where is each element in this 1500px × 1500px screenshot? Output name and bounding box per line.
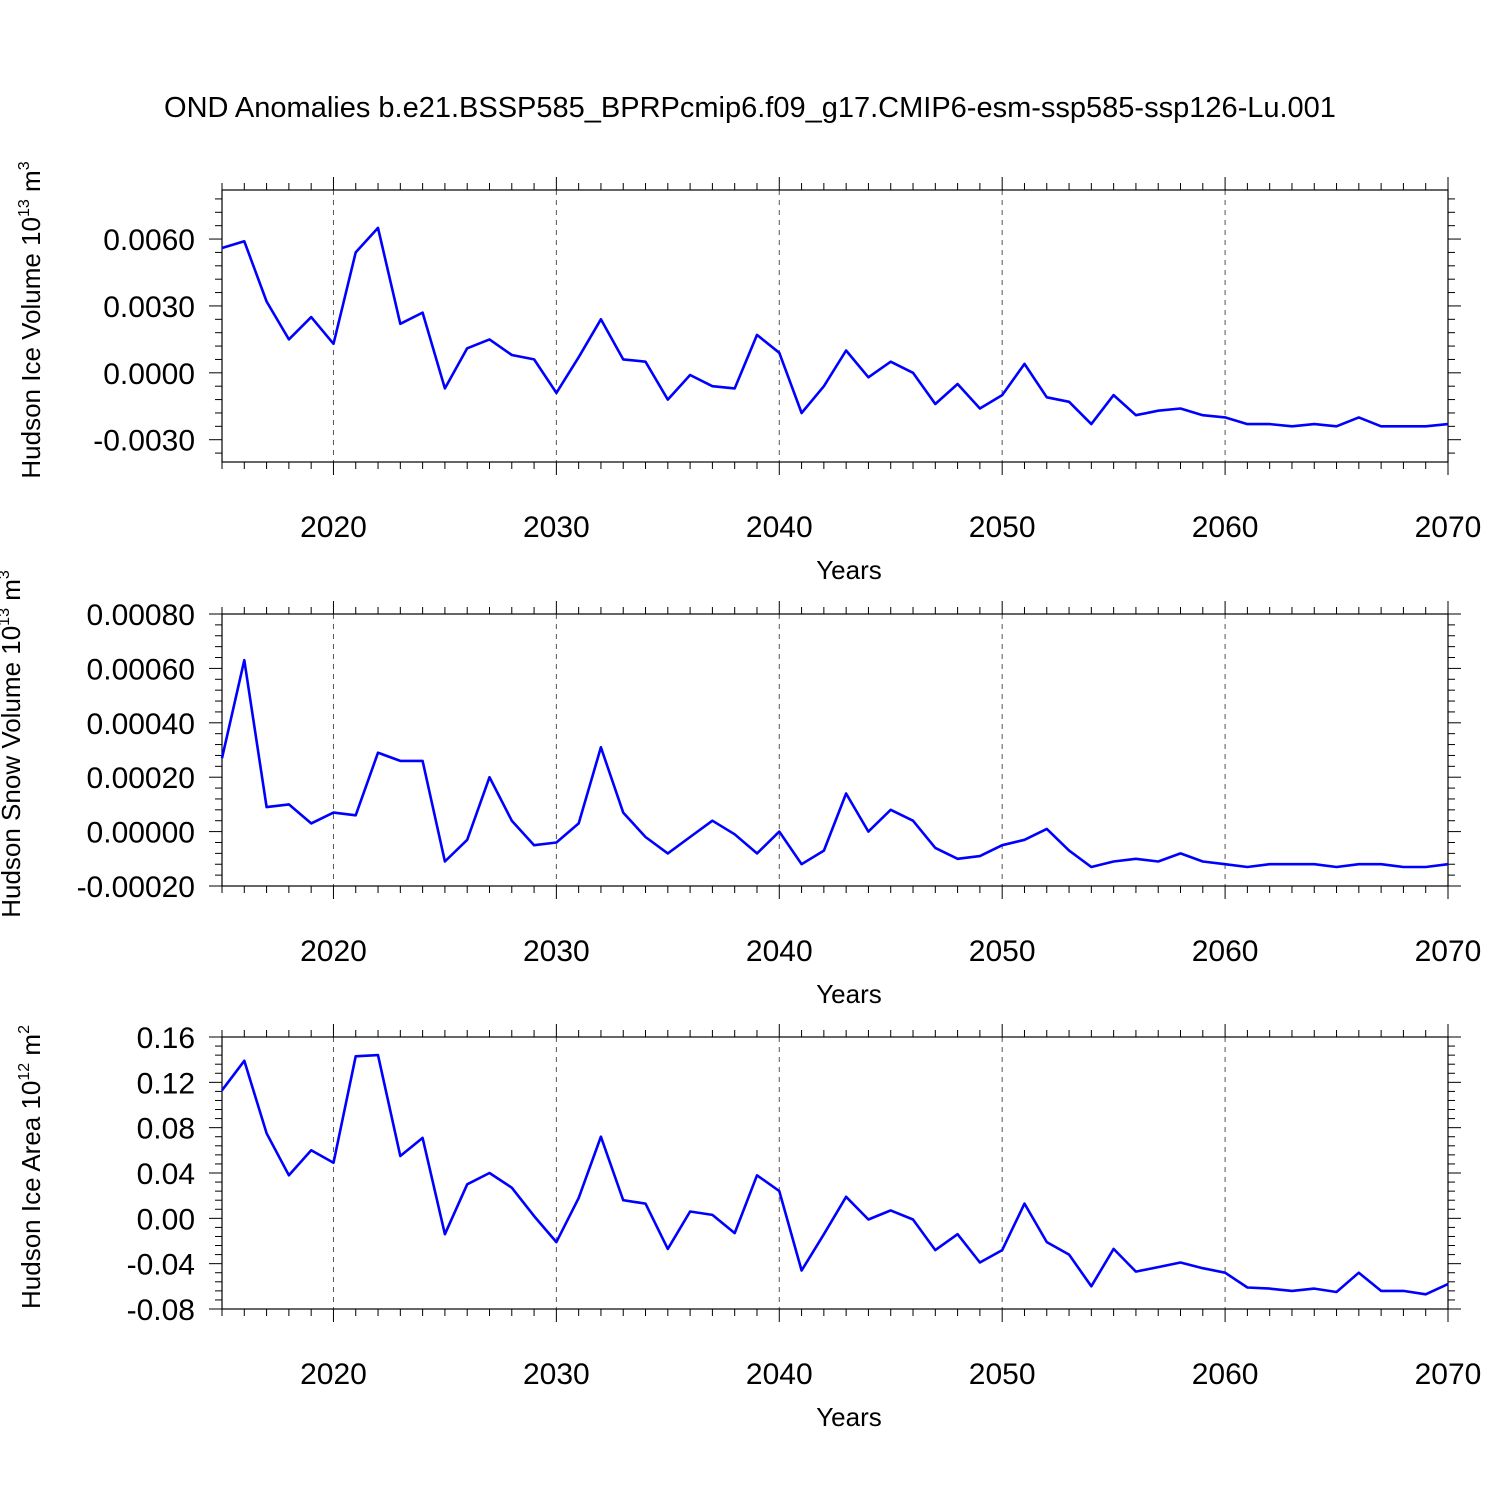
x-tick-label: 2020 <box>300 1358 367 1391</box>
chart-panel-1: 2020 2030 2040 2050 2060 2070 -0.0030 0.0000 0.0… <box>16 161 1481 585</box>
y-tick-label: 0.00080 <box>87 599 195 632</box>
y-tick-label: 0.12 <box>137 1067 195 1100</box>
x-axis-title: Years <box>816 555 882 585</box>
x-tick-label: 2030 <box>523 1358 590 1391</box>
x-tick-label: 2030 <box>523 935 590 968</box>
x-axis-title: Years <box>816 1402 882 1432</box>
plot-frame <box>221 189 1449 463</box>
plot-frame <box>221 613 1449 887</box>
y-tick-label: 0.00000 <box>87 817 195 850</box>
series-points <box>221 1055 1449 1295</box>
series-points <box>221 660 1449 867</box>
x-axis-title: Years <box>816 979 882 1009</box>
series-points <box>221 227 1449 427</box>
y-tick-label: -0.0030 <box>93 425 195 458</box>
x-tick-label: 2040 <box>746 935 813 968</box>
x-tick-label: 2050 <box>969 935 1036 968</box>
x-tick-label: 2050 <box>969 511 1036 544</box>
series-line <box>220 658 1449 869</box>
y-axis-title: Hudson Ice Volume 1013 m3 <box>16 161 46 478</box>
x-tick-label: 2020 <box>300 935 367 968</box>
x-tick-label: 2020 <box>300 511 367 544</box>
y-axis-title: Hudson Snow Volume 1013 m3 <box>0 570 26 918</box>
y-tick-label: -0.08 <box>127 1294 195 1327</box>
x-tick-label: 2060 <box>1192 935 1259 968</box>
x-tick-label: 2070 <box>1415 1358 1482 1391</box>
y-tick-label: -0.04 <box>127 1249 195 1282</box>
y-tick-label: 0.08 <box>137 1113 195 1146</box>
x-tick-label: 2060 <box>1192 511 1259 544</box>
series-line <box>221 226 1449 428</box>
y-tick-label: 0.00 <box>137 1203 195 1236</box>
y-tick-label: 0.04 <box>137 1158 195 1191</box>
y-tick-label: 0.00020 <box>87 762 195 795</box>
x-tick-label: 2070 <box>1415 935 1482 968</box>
chart-panel-3: 2020 2030 2040 2050 2060 2070 -0.08 -0.04 0.00 0.… <box>16 1022 1481 1432</box>
y-tick-label: 0.0000 <box>103 358 195 391</box>
x-tick-label: 2050 <box>969 1358 1036 1391</box>
y-tick-label: 0.00040 <box>87 708 195 741</box>
figure-title: OND Anomalies b.e21.BSSP585_BPRPcmip6.f0… <box>164 92 1336 124</box>
x-tick-label: 2040 <box>746 511 813 544</box>
y-tick-label: 0.0060 <box>103 224 195 257</box>
series-line <box>220 1053 1449 1296</box>
y-axis-title: Hudson Ice Area 1012 m2 <box>16 1025 46 1309</box>
chart-panel-2: 2020 2030 2040 2050 2060 2070 -0.00020 0.00000 0… <box>0 570 1481 1009</box>
y-tick-label: 0.0030 <box>103 291 195 324</box>
x-tick-label: 2060 <box>1192 1358 1259 1391</box>
plot-frame <box>221 1036 1449 1310</box>
y-tick-label: 0.16 <box>137 1022 195 1055</box>
x-tick-label: 2030 <box>523 511 590 544</box>
y-tick-label: 0.00060 <box>87 653 195 686</box>
y-tick-label: -0.00020 <box>77 871 195 904</box>
x-tick-label: 2040 <box>746 1358 813 1391</box>
x-tick-label: 2070 <box>1415 511 1482 544</box>
